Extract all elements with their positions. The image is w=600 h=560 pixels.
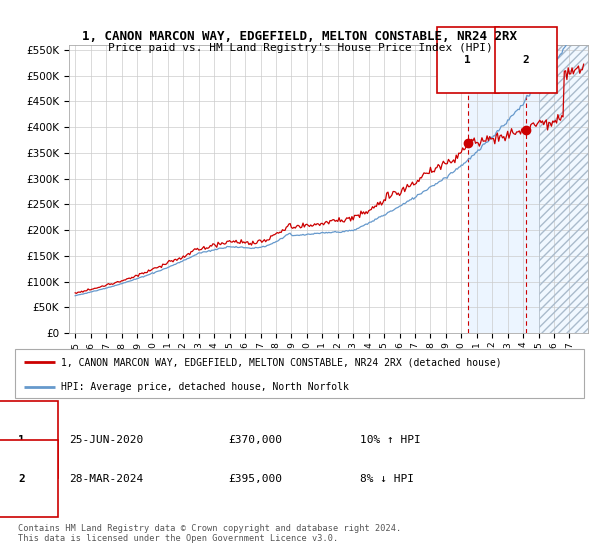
Text: 28-MAR-2024: 28-MAR-2024 — [69, 474, 143, 484]
Text: 10% ↑ HPI: 10% ↑ HPI — [360, 435, 421, 445]
Text: Contains HM Land Registry data © Crown copyright and database right 2024.
This d: Contains HM Land Registry data © Crown c… — [18, 524, 401, 543]
Text: Price paid vs. HM Land Registry's House Price Index (HPI): Price paid vs. HM Land Registry's House … — [107, 43, 493, 53]
Bar — [468, 45, 539, 333]
Text: 1, CANON MARCON WAY, EDGEFIELD, MELTON CONSTABLE, NR24 2RX (detached house): 1, CANON MARCON WAY, EDGEFIELD, MELTON C… — [61, 357, 502, 367]
Text: 8% ↓ HPI: 8% ↓ HPI — [360, 474, 414, 484]
Text: £395,000: £395,000 — [228, 474, 282, 484]
Text: 1, CANON MARCON WAY, EDGEFIELD, MELTON CONSTABLE, NR24 2RX: 1, CANON MARCON WAY, EDGEFIELD, MELTON C… — [83, 30, 517, 43]
Bar — [539, 45, 593, 333]
Text: 1: 1 — [464, 55, 471, 66]
Text: HPI: Average price, detached house, North Norfolk: HPI: Average price, detached house, Nort… — [61, 381, 349, 391]
FancyBboxPatch shape — [15, 349, 584, 398]
Text: £370,000: £370,000 — [228, 435, 282, 445]
Text: 2: 2 — [18, 474, 25, 484]
Bar — [539, 45, 593, 333]
Text: 25-JUN-2020: 25-JUN-2020 — [69, 435, 143, 445]
Text: 1: 1 — [18, 435, 25, 445]
Text: 2: 2 — [523, 55, 529, 66]
